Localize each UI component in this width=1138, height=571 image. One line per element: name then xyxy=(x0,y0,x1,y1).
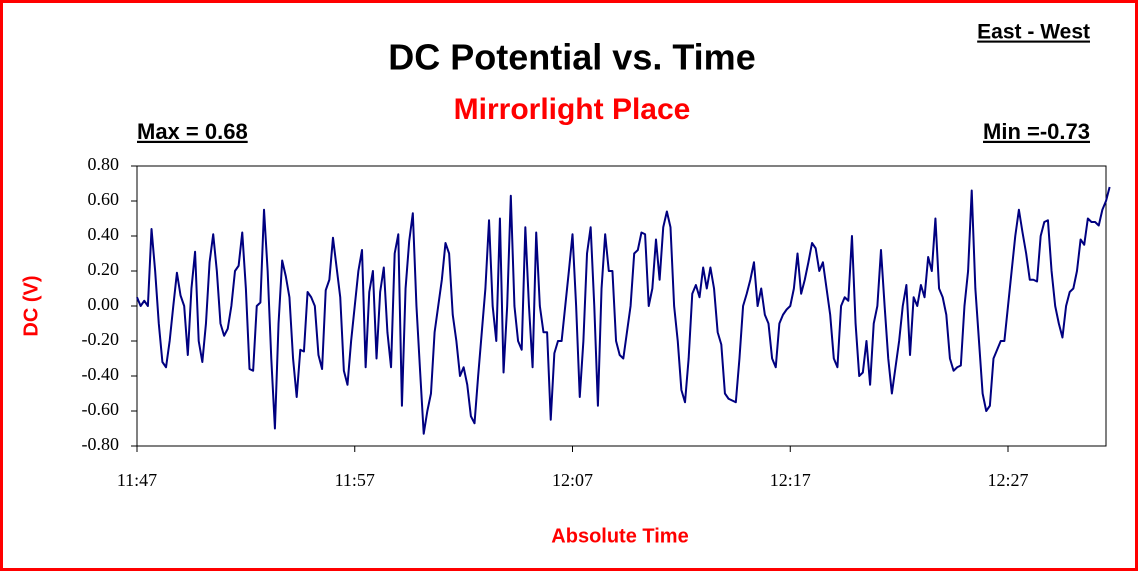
chart-subtitle: Mirrorlight Place xyxy=(454,93,691,126)
y-tick-label: -0.80 xyxy=(82,434,120,454)
y-tick-label: -0.40 xyxy=(82,364,120,384)
x-axis-label: Absolute Time xyxy=(551,525,688,547)
x-tick-label: 12:17 xyxy=(770,470,811,490)
x-tick-label: 12:07 xyxy=(552,470,593,490)
corner-annotation: East - West xyxy=(977,21,1090,44)
chart-title: DC Potential vs. Time xyxy=(388,37,755,78)
y-tick-label: 0.60 xyxy=(88,189,120,209)
x-tick-label: 11:47 xyxy=(117,470,157,490)
data-line xyxy=(136,186,1111,435)
y-axis-label: DC (V) xyxy=(20,275,42,336)
y-tick-label: 0.00 xyxy=(88,294,120,314)
y-tick-label: 0.40 xyxy=(88,224,120,244)
y-tick-label: 0.20 xyxy=(88,259,120,279)
y-tick-label: -0.60 xyxy=(82,399,120,419)
x-tick-label: 12:27 xyxy=(988,470,1029,490)
y-tick-label: -0.20 xyxy=(82,329,120,349)
max-annotation: Max = 0.68 xyxy=(137,119,248,144)
y-tick-label: 0.80 xyxy=(88,154,120,174)
min-annotation: Min =-0.73 xyxy=(983,119,1090,144)
plot-area xyxy=(136,165,1107,447)
x-tick-label: 11:57 xyxy=(335,470,375,490)
